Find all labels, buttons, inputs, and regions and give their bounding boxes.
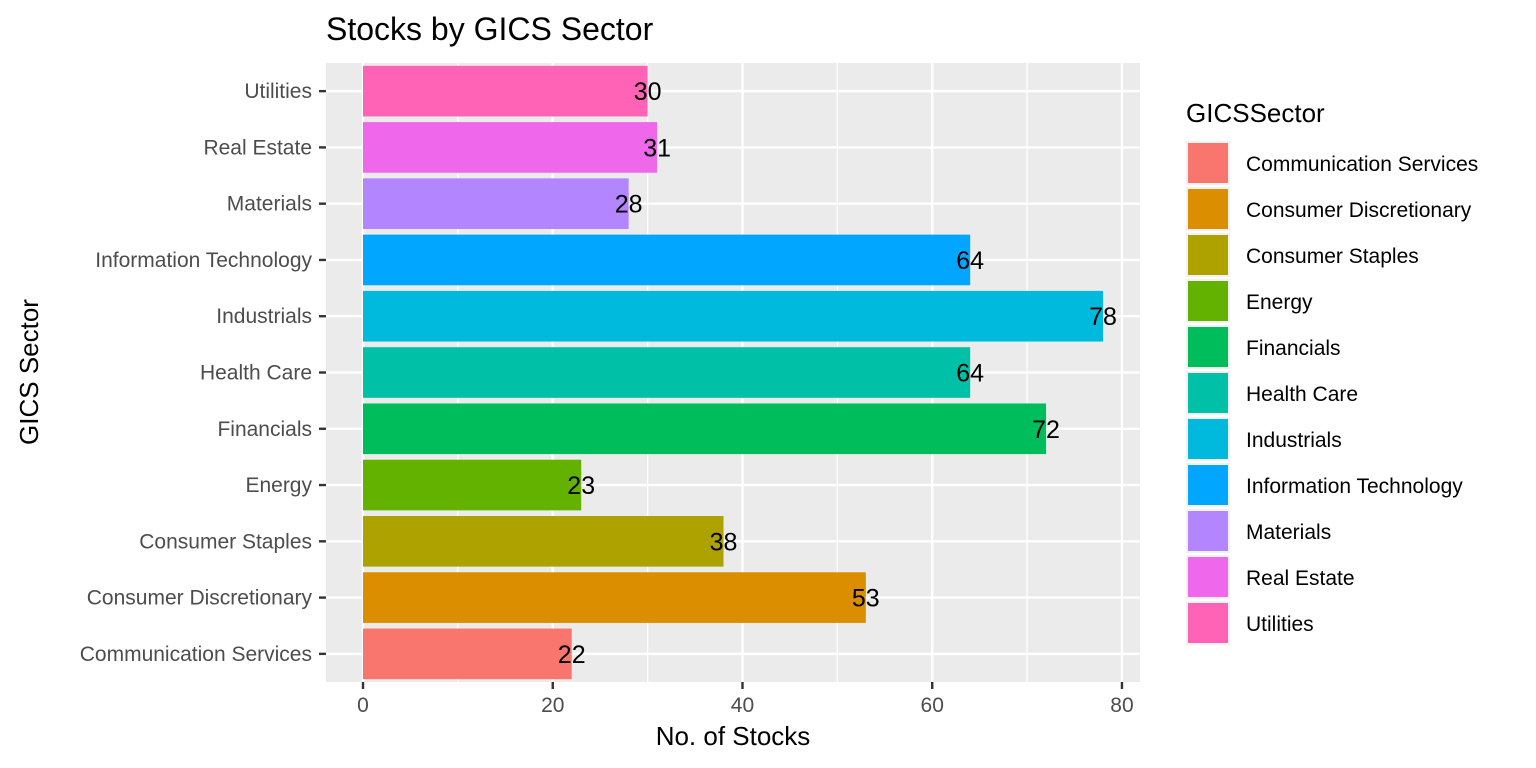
- legend-label: Communication Services: [1246, 153, 1478, 176]
- legend-title: GICSSector: [1186, 98, 1325, 128]
- legend-swatch: [1188, 373, 1228, 413]
- x-tick-label: 40: [731, 694, 754, 717]
- chart-title: Stocks by GICS Sector: [326, 11, 654, 47]
- bar: [363, 572, 866, 623]
- x-tick-label: 0: [357, 694, 369, 717]
- legend-swatch: [1188, 235, 1228, 275]
- legend-swatch: [1188, 327, 1228, 367]
- y-tick-label: Consumer Staples: [139, 530, 312, 553]
- legend-label: Utilities: [1246, 613, 1314, 636]
- bar: [363, 628, 572, 680]
- bar-value-label: 64: [956, 247, 984, 275]
- legend: GICSSector Communication Services Consume…: [1186, 98, 1478, 645]
- bar: [363, 122, 658, 173]
- legend-label: Materials: [1246, 521, 1331, 544]
- x-tick-label: 60: [921, 694, 944, 717]
- legend-swatch: [1188, 281, 1228, 321]
- bar-value-label: 31: [643, 134, 671, 162]
- bar: [363, 515, 724, 567]
- y-tick-label: Utilities: [244, 80, 312, 103]
- bar: [363, 290, 1103, 342]
- legend-label: Industrials: [1246, 429, 1342, 452]
- legend-label: Consumer Discretionary: [1246, 199, 1472, 222]
- bar-value-label: 22: [558, 641, 586, 669]
- legend-label: Financials: [1246, 337, 1341, 360]
- legend-swatch: [1188, 603, 1228, 643]
- bar-value-label: 38: [710, 528, 738, 556]
- x-tick-label: 80: [1110, 694, 1133, 717]
- legend-items: Communication Services Consumer Discretio…: [1186, 141, 1478, 645]
- y-axis-title: GICS Sector: [14, 299, 44, 445]
- bar-value-label: 53: [852, 585, 880, 613]
- y-tick-label: Energy: [245, 474, 312, 497]
- y-tick-label: Health Care: [200, 362, 312, 385]
- legend-swatch: [1188, 419, 1228, 459]
- y-tick-label: Materials: [227, 193, 312, 216]
- x-axis: 0 20 40 60 80: [357, 682, 1134, 717]
- bar-labels: 22 53 38 23 72 64 78 64 28 31 30: [558, 78, 1117, 669]
- y-tick-label: Industrials: [216, 305, 312, 328]
- bar-value-label: 28: [615, 191, 643, 219]
- bar-value-label: 64: [956, 360, 984, 388]
- legend-label: Real Estate: [1246, 567, 1355, 590]
- bar: [363, 347, 971, 398]
- y-axis: Communication Services Consumer Discretio…: [80, 80, 326, 666]
- bar: [363, 178, 629, 230]
- bar-value-label: 30: [634, 78, 662, 106]
- legend-label: Consumer Staples: [1246, 245, 1419, 268]
- y-tick-label: Communication Services: [80, 643, 312, 666]
- bar: [363, 403, 1047, 455]
- legend-swatch: [1188, 143, 1228, 183]
- bar-value-label: 23: [567, 472, 595, 500]
- bar-value-label: 72: [1032, 416, 1060, 444]
- bar: [363, 234, 971, 286]
- y-tick-label: Financials: [217, 418, 312, 441]
- legend-label: Information Technology: [1246, 475, 1463, 498]
- legend-swatch: [1188, 557, 1228, 597]
- legend-label: Energy: [1246, 291, 1313, 314]
- bar: [363, 65, 648, 117]
- y-tick-label: Information Technology: [95, 249, 312, 272]
- bar: [363, 459, 582, 511]
- legend-swatch: [1188, 511, 1228, 551]
- bars: [363, 65, 1103, 680]
- y-tick-label: Real Estate: [203, 136, 312, 159]
- legend-swatch: [1188, 189, 1228, 229]
- legend-swatch: [1188, 465, 1228, 505]
- x-axis-title: No. of Stocks: [656, 721, 811, 751]
- bar-value-label: 78: [1089, 303, 1117, 331]
- legend-label: Health Care: [1246, 383, 1358, 406]
- y-tick-label: Consumer Discretionary: [87, 587, 313, 610]
- x-tick-label: 20: [541, 694, 564, 717]
